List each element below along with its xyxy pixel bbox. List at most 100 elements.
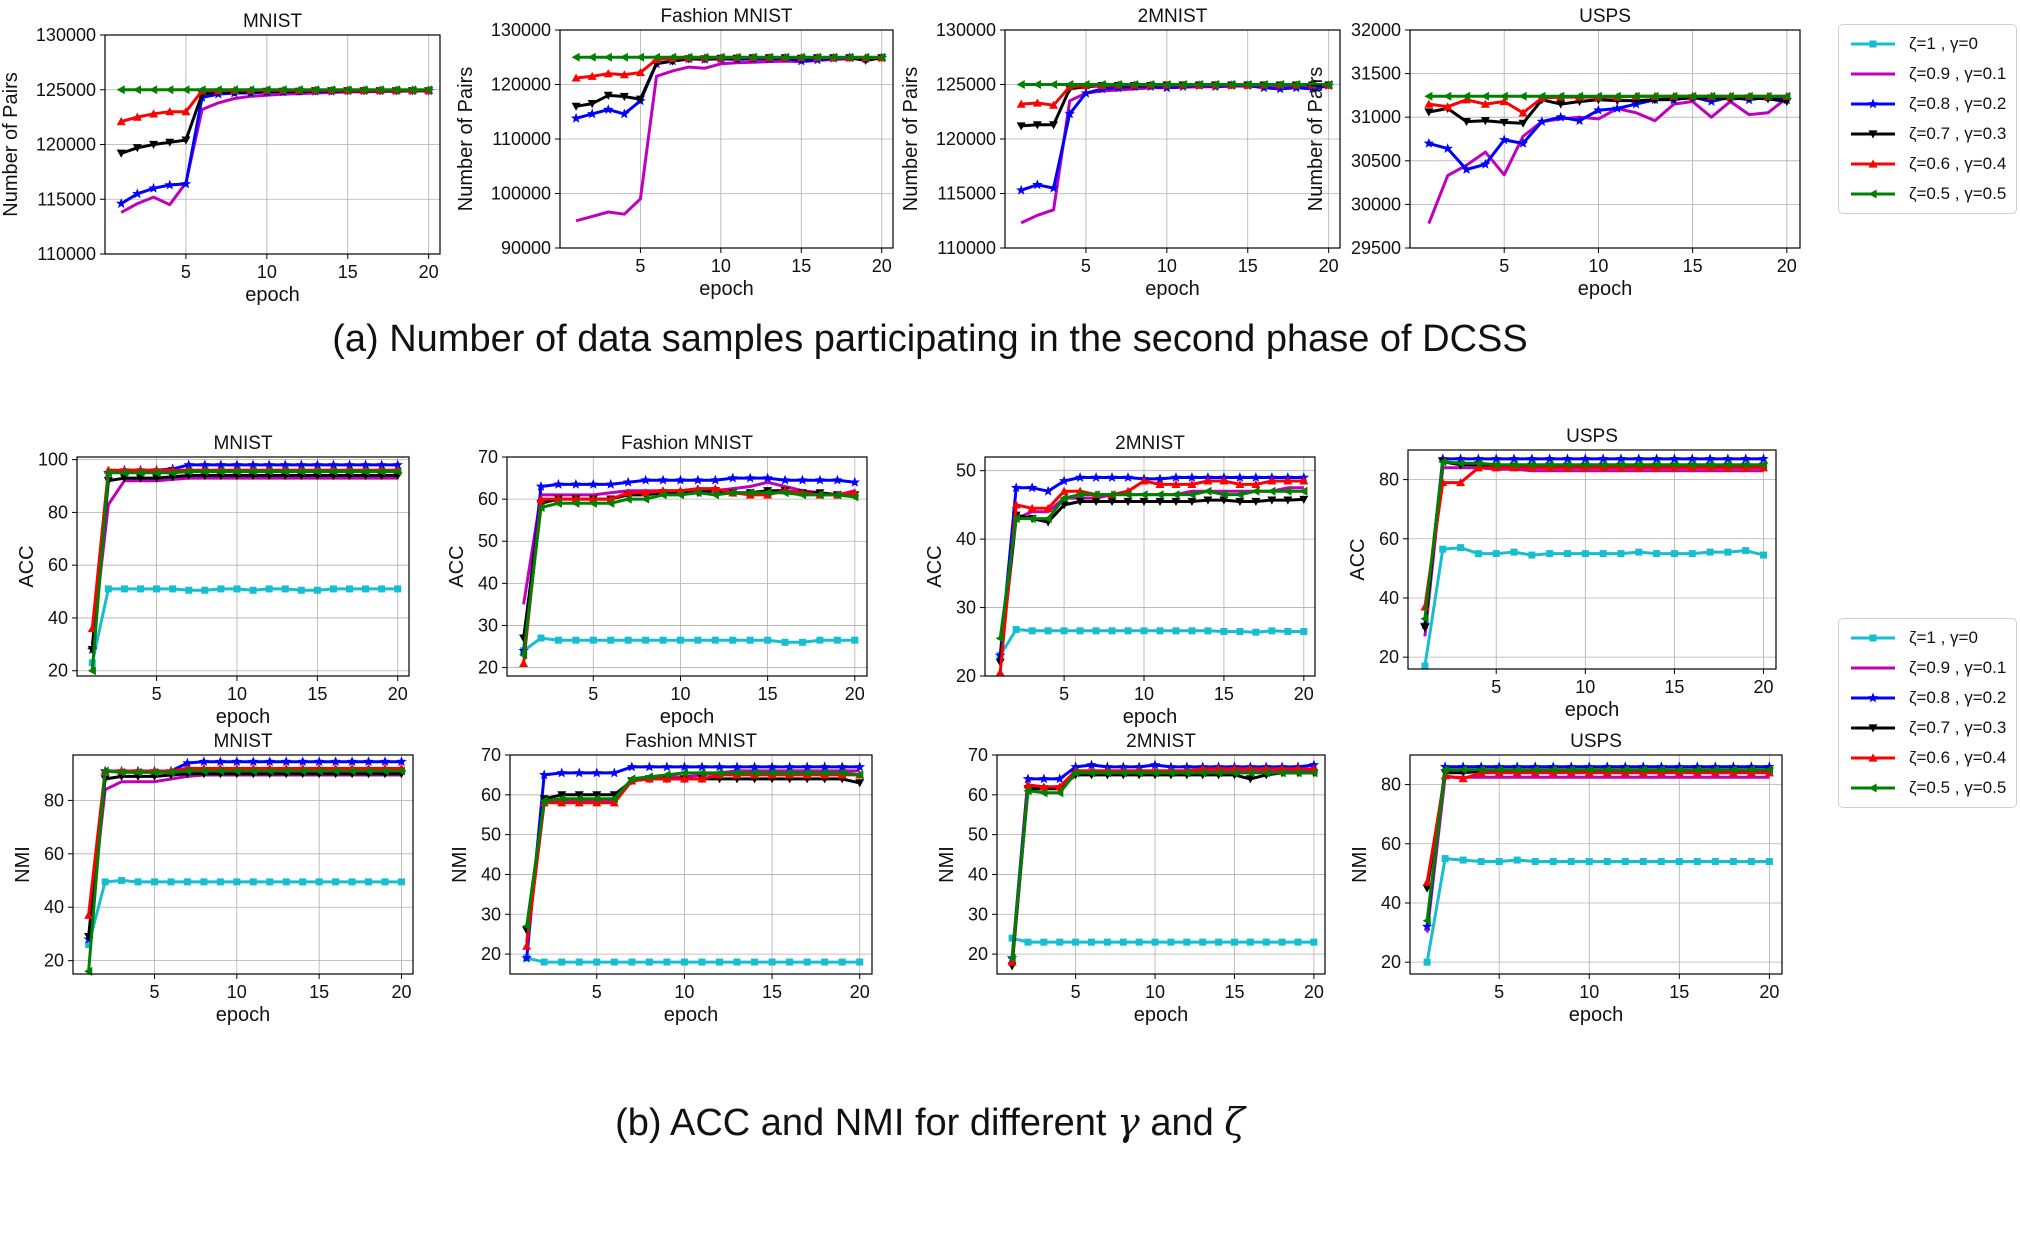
series-ζ=0.9 , γ=0.1 <box>998 486 1304 663</box>
marker-star <box>797 474 808 485</box>
plot-frame <box>996 754 1326 975</box>
legend-swatch <box>1851 692 1895 703</box>
x-axis-label: epoch <box>660 706 715 728</box>
marker-triangle-down <box>1518 119 1528 128</box>
series-ζ=0.6 , γ=0.4 <box>995 476 1309 677</box>
marker-triangle-up <box>1674 768 1684 777</box>
marker-star <box>1421 921 1433 932</box>
y-tick-label: 50 <box>968 825 988 845</box>
x-axis-label: epoch <box>1123 706 1178 728</box>
marker-star <box>1687 453 1698 464</box>
series-ζ=0.8 , γ=0.2 <box>1016 80 1334 195</box>
marker-triangle-up <box>1868 159 1878 168</box>
marker-square <box>1215 938 1223 946</box>
legend-swatch <box>1851 783 1895 793</box>
plot-frame <box>1409 754 1783 975</box>
legend-item: ζ=0.5 , γ=0.5 <box>1849 179 2006 209</box>
marker-square <box>1869 40 1877 48</box>
marker-triangle-left <box>278 85 287 95</box>
marker-square <box>1621 858 1629 866</box>
marker-square <box>1513 856 1521 864</box>
marker-square <box>134 878 142 886</box>
y-tick-label: 60 <box>44 844 64 864</box>
marker-square <box>394 585 402 593</box>
marker-triangle-up <box>1491 463 1501 472</box>
marker-triangle-left <box>1602 765 1611 775</box>
y-axis-label: NMI <box>936 846 958 883</box>
marker-square <box>299 878 307 886</box>
series-ζ=0.5 , γ=0.5 <box>519 488 859 660</box>
marker-star <box>1544 453 1555 464</box>
x-tick-label: 20 <box>845 684 865 704</box>
marker-square <box>1585 858 1593 866</box>
marker-square <box>1310 938 1318 946</box>
marker-triangle-up <box>587 71 597 80</box>
marker-triangle-up <box>1616 463 1626 472</box>
caption-b-gamma: γ <box>1117 1100 1140 1144</box>
chart-title: USPS <box>1579 6 1631 27</box>
marker-triangle-up <box>1868 753 1878 762</box>
marker-square <box>554 636 562 644</box>
marker-square <box>1092 627 1100 635</box>
marker-star <box>376 459 387 470</box>
marker-triangle-left <box>424 85 433 95</box>
marker-triangle-left <box>1728 765 1737 775</box>
marker-star <box>1562 453 1573 464</box>
legend-swatch <box>1851 634 1895 642</box>
marker-star <box>1154 473 1166 484</box>
marker-square <box>1167 938 1175 946</box>
marker-triangle-left <box>1178 80 1187 89</box>
marker-star <box>182 757 193 768</box>
marker-star <box>1475 761 1487 772</box>
marker-triangle-left <box>845 52 854 62</box>
series-ζ=0.9 , γ=0.1 <box>90 476 398 645</box>
marker-triangle-left <box>1291 80 1300 89</box>
y-axis-label: NMI <box>1349 846 1371 883</box>
marker-triangle-left <box>1545 460 1554 470</box>
marker-square <box>281 585 289 593</box>
y-tick-label: 80 <box>1379 470 1399 490</box>
series-line <box>1425 775 1770 933</box>
marker-triangle-left <box>1491 460 1500 470</box>
marker-star <box>231 756 243 767</box>
marker-square <box>1459 856 1467 864</box>
legend-label: ζ=0.8 , γ=0.2 <box>1909 688 2007 707</box>
marker-star <box>1016 184 1027 195</box>
marker-triangle-left <box>327 85 336 95</box>
marker-star <box>346 756 358 767</box>
marker-triangle-left <box>1071 768 1080 778</box>
marker-star <box>679 761 690 772</box>
marker-star <box>644 761 655 772</box>
marker-star <box>1512 761 1523 772</box>
series-line <box>87 766 402 916</box>
legend-swatch <box>1851 666 1895 670</box>
marker-triangle-left <box>331 766 340 776</box>
marker-square <box>1688 550 1696 558</box>
marker-square <box>216 878 224 886</box>
marker-triangle-left <box>1251 486 1260 496</box>
marker-triangle-down <box>1187 497 1197 506</box>
series-line <box>522 489 855 639</box>
marker-triangle-up <box>710 484 720 493</box>
marker-triangle-left <box>812 52 821 62</box>
marker-square <box>746 636 754 644</box>
legend-item: ζ=1 , γ=0 <box>1849 29 2006 59</box>
marker-square <box>1088 938 1096 946</box>
y-tick-label: 125000 <box>936 75 996 95</box>
marker-triangle-left <box>396 766 406 776</box>
series-ζ=0.7 , γ=0.3 <box>519 487 860 643</box>
marker-star <box>1122 472 1134 482</box>
marker-star <box>1106 472 1118 482</box>
marker-triangle-up <box>1705 463 1715 472</box>
marker-triangle-up <box>1443 102 1453 111</box>
marker-triangle-left <box>294 85 303 95</box>
marker-star <box>1517 137 1529 148</box>
series-ζ=0.6 , γ=0.4 <box>87 465 403 633</box>
marker-triangle-left <box>1087 768 1096 778</box>
marker-triangle-left <box>750 768 759 778</box>
y-tick-label: 40 <box>968 864 988 884</box>
marker-star <box>1602 761 1613 772</box>
marker-triangle-up <box>1728 768 1738 777</box>
marker-triangle-left <box>87 666 96 676</box>
series-ζ=0.7 , γ=0.3 <box>116 87 434 158</box>
